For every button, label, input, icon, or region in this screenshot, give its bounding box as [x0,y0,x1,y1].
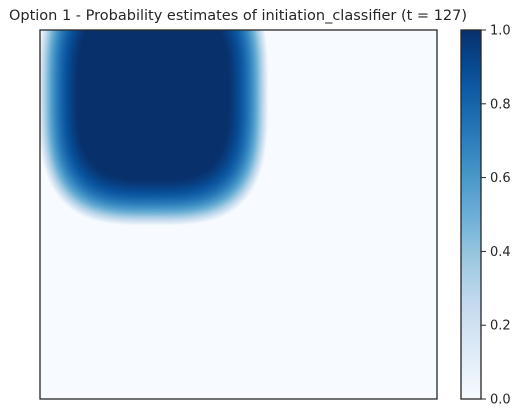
colorbar: 0.0 0.2 0.4 0.6 0.8 1.0 [460,24,511,408]
colorbar-ticks: 0.0 0.2 0.4 0.6 0.8 1.0 [481,24,511,408]
colorbar-tick-label: 0.0 [490,393,511,408]
colorbar-frame [460,29,482,400]
colorbar-tick-label: 0.8 [490,97,511,112]
colorbar-tick-label: 0.2 [490,319,511,334]
colorbar-tick-label: 0.6 [490,171,511,186]
heatmap-image [40,30,437,399]
colorbar-fill [461,30,481,399]
chart-title: Option 1 - Probability estimates of init… [9,8,467,24]
heatmap [40,30,437,399]
colorbar-tick-label: 0.4 [490,245,511,260]
colorbar-tick-label: 1.0 [490,24,511,39]
plot-frame [39,29,438,400]
